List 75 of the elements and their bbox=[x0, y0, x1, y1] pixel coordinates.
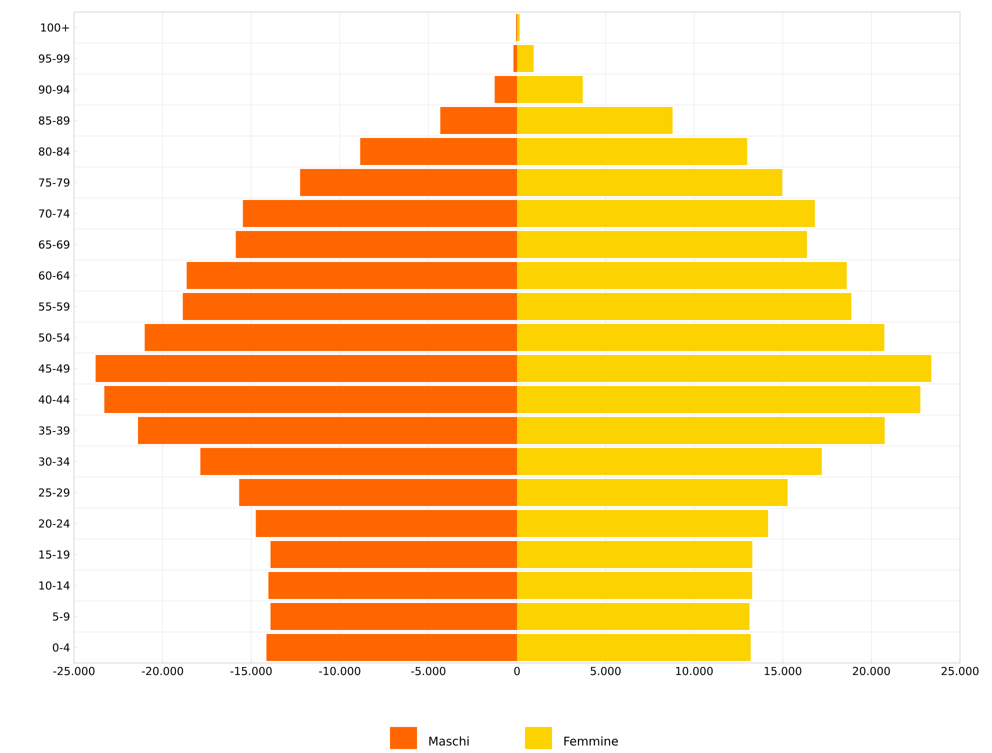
bar bbox=[270, 541, 518, 568]
bar bbox=[440, 107, 518, 134]
bar bbox=[186, 262, 518, 290]
x-tick-label: -25.000 bbox=[53, 666, 94, 676]
y-tick-label: 50-54 bbox=[39, 333, 70, 342]
y-tick-label: 80-84 bbox=[38, 147, 70, 156]
x-tick-label: -20.000 bbox=[142, 666, 184, 676]
y-tick-label: 35-39 bbox=[39, 426, 70, 435]
bar bbox=[517, 324, 884, 352]
bar bbox=[517, 231, 807, 258]
legend-label: Femmine bbox=[564, 736, 618, 746]
y-tick-label: 55-59 bbox=[39, 302, 70, 311]
bar bbox=[256, 510, 518, 538]
y-tick-label: 20-24 bbox=[38, 519, 70, 528]
bar bbox=[494, 76, 518, 104]
bar bbox=[144, 324, 518, 352]
bar bbox=[300, 169, 518, 196]
bar bbox=[517, 510, 768, 538]
bar bbox=[517, 138, 748, 166]
x-tick-label: 25.000 bbox=[942, 666, 978, 676]
bar bbox=[517, 572, 752, 600]
bar bbox=[517, 293, 852, 320]
bar bbox=[517, 262, 847, 290]
bar bbox=[182, 293, 518, 320]
bar bbox=[517, 386, 920, 414]
x-tick-label: 0 bbox=[514, 666, 520, 676]
bar bbox=[200, 448, 518, 476]
bar bbox=[138, 417, 518, 444]
y-tick-label: 40-44 bbox=[38, 395, 70, 404]
x-tick-label: -15.000 bbox=[230, 666, 272, 676]
y-tick-label: 90-94 bbox=[38, 85, 70, 94]
bar bbox=[513, 45, 518, 72]
y-tick-label: 70-74 bbox=[39, 209, 70, 218]
bar bbox=[517, 14, 520, 42]
bar bbox=[517, 541, 752, 568]
bar bbox=[517, 448, 822, 476]
y-tick-label: 60-64 bbox=[38, 271, 70, 280]
y-tick-label: 95-99 bbox=[38, 54, 70, 63]
y-tick-label: 0-4 bbox=[52, 643, 70, 652]
y-tick-label: 100+ bbox=[41, 23, 69, 32]
bar bbox=[242, 200, 518, 228]
legend-label: Maschi bbox=[429, 736, 469, 746]
x-tick-label: 15.000 bbox=[764, 666, 802, 676]
y-tick-label: 5-9 bbox=[53, 612, 70, 621]
bar bbox=[96, 355, 518, 382]
y-tick-label: 15-19 bbox=[39, 550, 70, 559]
x-tick-label: 5.000 bbox=[590, 666, 621, 676]
bar bbox=[268, 572, 518, 600]
y-tick-label: 10-14 bbox=[39, 581, 70, 590]
bar bbox=[236, 231, 518, 258]
y-tick-label: 65-69 bbox=[38, 240, 70, 249]
bar bbox=[517, 634, 751, 662]
bar bbox=[517, 76, 583, 104]
bar bbox=[517, 107, 673, 134]
bar bbox=[517, 603, 750, 630]
y-tick-label: 30-34 bbox=[39, 457, 70, 466]
bar bbox=[239, 479, 518, 506]
bar bbox=[360, 138, 518, 166]
bar bbox=[517, 355, 932, 382]
bar bbox=[517, 417, 885, 444]
bar bbox=[270, 603, 518, 630]
bar bbox=[517, 200, 815, 228]
bar bbox=[266, 634, 518, 662]
x-tick-label: 10.000 bbox=[676, 666, 713, 676]
bar bbox=[517, 169, 782, 196]
x-tick-label: -5.000 bbox=[411, 666, 446, 676]
bar bbox=[517, 45, 534, 72]
y-tick-label: 75-79 bbox=[39, 178, 70, 187]
x-tick-label: 20.000 bbox=[852, 666, 890, 676]
bar bbox=[104, 386, 518, 414]
y-tick-label: 85-89 bbox=[38, 116, 70, 125]
x-tick-label: -10.000 bbox=[319, 666, 360, 676]
bar bbox=[517, 479, 788, 506]
y-tick-label: 25-29 bbox=[38, 488, 70, 497]
y-tick-label: 45-49 bbox=[38, 364, 70, 373]
